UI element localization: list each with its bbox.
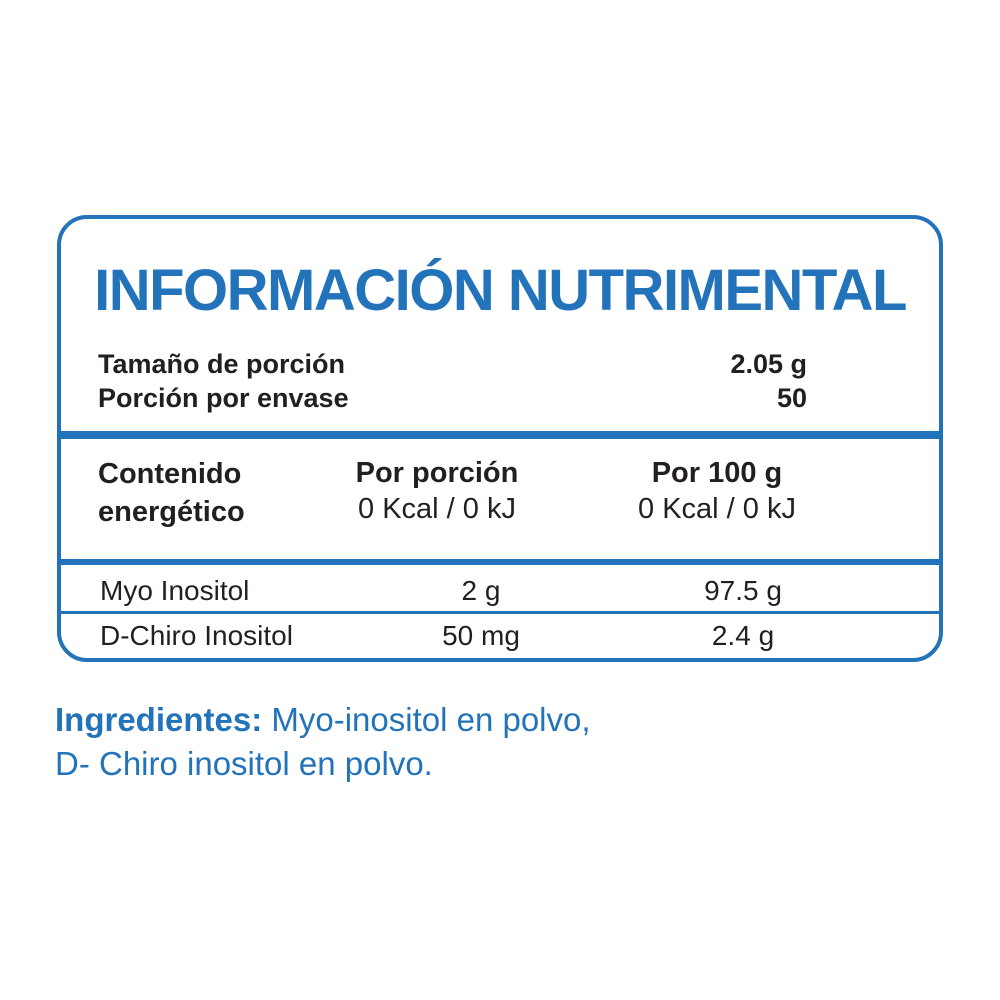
nutrient-name: Myo Inositol bbox=[100, 575, 250, 606]
servings-per-container-label: Porción por envase bbox=[98, 383, 349, 413]
divider-medium bbox=[61, 559, 939, 565]
ingredients-text-line1: Myo-inositol en polvo, bbox=[271, 701, 591, 738]
nutrient-row-myo-inositol: Myo Inositol 2 g 97.5 g bbox=[61, 571, 939, 611]
nutrition-facts-panel: INFORMACIÓN NUTRIMENTAL Tamaño de porció… bbox=[57, 215, 943, 662]
energy-content-section: Contenido energético Por porción 0 Kcal … bbox=[61, 455, 939, 559]
energy-content-label-line1: Contenido bbox=[98, 458, 242, 490]
nutrient-per-serving: 50 mg bbox=[442, 620, 520, 651]
nutrient-per-100g: 97.5 g bbox=[704, 575, 782, 606]
divider-thick-top bbox=[61, 431, 939, 439]
per-serving-energy-value: 0 Kcal / 0 kJ bbox=[358, 493, 516, 525]
per-100g-header: Por 100 g bbox=[651, 457, 783, 489]
per-100g-energy-value: 0 Kcal / 0 kJ bbox=[638, 493, 796, 525]
ingredients-text-line2: D- Chiro inositol en polvo. bbox=[55, 745, 433, 782]
nutrient-name: D-Chiro Inositol bbox=[100, 620, 293, 651]
servings-per-container-value: 50 bbox=[776, 383, 807, 413]
serving-size-row: Tamaño de porción 2.05 g bbox=[98, 347, 807, 381]
per-100g-column: Por 100 g 0 Kcal / 0 kJ bbox=[587, 455, 847, 527]
serving-info-section: Tamaño de porción 2.05 g Porción por env… bbox=[98, 347, 807, 415]
serving-size-value: 2.05 g bbox=[730, 349, 807, 379]
nutrient-per-serving: 2 g bbox=[461, 575, 501, 606]
serving-size-label: Tamaño de porción bbox=[98, 349, 346, 379]
servings-per-container-row: Porción por envase 50 bbox=[98, 381, 807, 415]
nutrient-row-dchiro-inositol: D-Chiro Inositol 50 mg 2.4 g bbox=[61, 616, 939, 656]
per-serving-column: Por porción 0 Kcal / 0 kJ bbox=[307, 455, 567, 527]
energy-content-label-line2: energético bbox=[98, 496, 245, 528]
energy-content-label: Contenido energético bbox=[98, 455, 245, 531]
per-serving-header: Por porción bbox=[355, 457, 519, 489]
divider-thin bbox=[61, 611, 939, 614]
ingredients-label: Ingredientes: bbox=[55, 701, 263, 738]
panel-title: INFORMACIÓN NUTRIMENTAL bbox=[94, 258, 907, 323]
nutrient-per-100g: 2.4 g bbox=[711, 620, 775, 651]
ingredients-paragraph: Ingredientes: Myo-inositol en polvo, D- … bbox=[55, 698, 755, 786]
ingredients-line1: Ingredientes: Myo-inositol en polvo, bbox=[55, 698, 755, 742]
